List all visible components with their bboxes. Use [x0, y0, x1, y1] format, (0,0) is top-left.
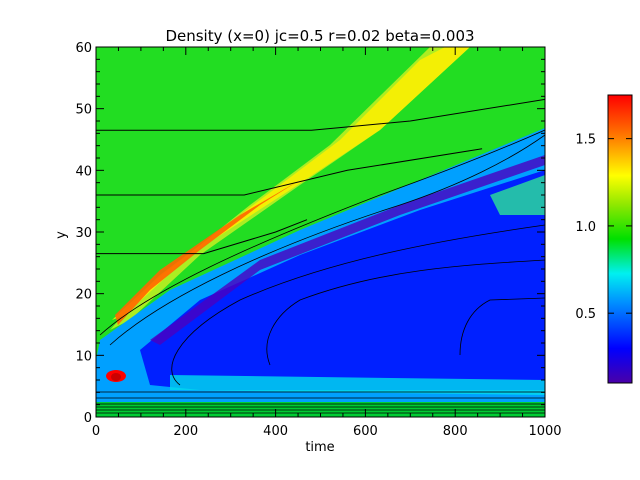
colorbar-ticks: 0.5 1.0 1.5 [575, 133, 632, 322]
y-tick-label: 50 [75, 103, 92, 118]
x-tick-label: 800 [443, 424, 468, 439]
plot-area [96, 47, 545, 417]
cavity-edge [150, 155, 545, 345]
y-axis-label: y [54, 231, 69, 239]
upper-right-patch [490, 175, 545, 215]
y-tick-label: 60 [75, 41, 92, 56]
initial-peak-core [111, 373, 121, 381]
y-tick-label: 10 [75, 349, 92, 364]
x-axis-label: time [305, 440, 334, 455]
x-tick-label: 200 [173, 424, 198, 439]
contour-line-1 [96, 148, 483, 196]
y-tick-label: 40 [75, 164, 92, 179]
contour-line-0 [96, 98, 545, 131]
x-axis: 0 200 400 600 800 1000 [92, 47, 562, 439]
y-axis: 0 10 20 30 40 50 60 [75, 41, 545, 426]
contour-line-2 [96, 219, 308, 255]
y-tick-label: 20 [75, 288, 92, 303]
cavity-light [170, 375, 545, 395]
bottom-stripes [96, 391, 545, 414]
colorbar-tick-label: 1.0 [575, 220, 596, 235]
x-tick-label: 1000 [528, 424, 561, 439]
x-tick-label: 0 [92, 424, 100, 439]
y-tick-label: 30 [75, 226, 92, 241]
cavity-core [140, 170, 545, 390]
y-tick-label: 0 [84, 411, 92, 426]
data-contours [96, 98, 545, 255]
colorbar-tick-label: 0.5 [575, 307, 596, 322]
x-tick-label: 600 [353, 424, 378, 439]
x-tick-label: 400 [263, 424, 288, 439]
colorbar-tick-label: 1.5 [575, 133, 596, 148]
colorbar: 0.5 1.0 1.5 [575, 94, 633, 384]
colorbar-gradient [607, 94, 633, 384]
chart-title: Density (x=0) jc=0.5 r=0.02 beta=0.003 [165, 27, 474, 45]
inner-contours [99, 129, 545, 386]
